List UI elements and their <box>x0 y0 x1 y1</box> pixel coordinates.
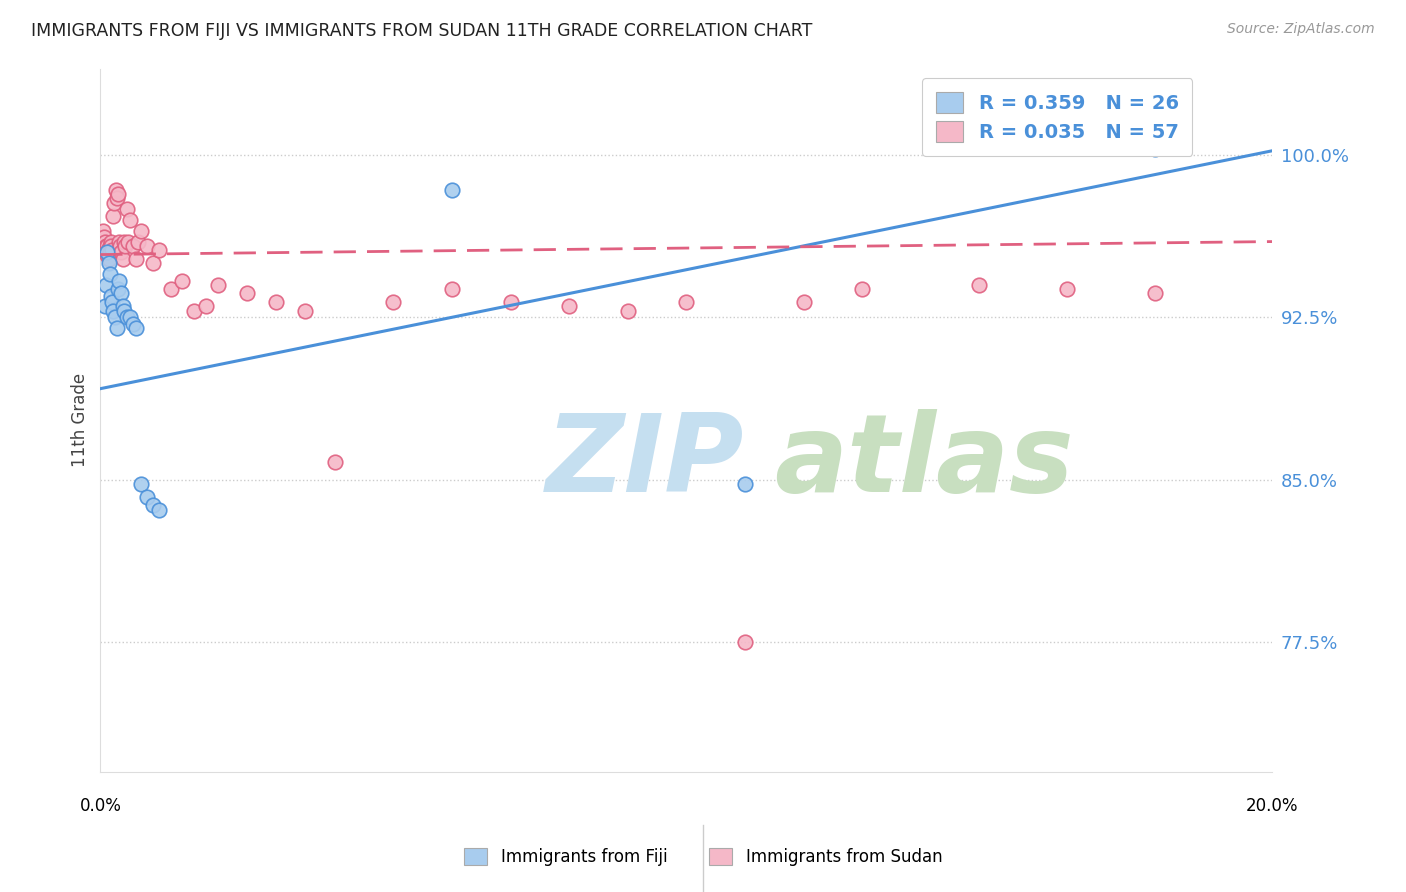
Point <box>108 235 131 249</box>
Point <box>118 310 141 325</box>
Point <box>94 239 117 253</box>
Point <box>207 277 229 292</box>
Point <box>103 195 125 210</box>
Point <box>323 455 346 469</box>
Point <box>115 310 138 325</box>
Point <box>142 499 165 513</box>
Point <box>1056 282 1078 296</box>
Point <box>107 282 129 296</box>
Point <box>131 224 153 238</box>
Legend: Immigrants from Fiji, Immigrants from Sudan: Immigrants from Fiji, Immigrants from Su… <box>457 841 949 873</box>
Point <box>91 224 114 238</box>
Point <box>105 321 128 335</box>
Point <box>110 239 132 253</box>
Point <box>96 247 118 261</box>
Point <box>117 235 139 249</box>
Point <box>111 300 134 314</box>
Point <box>793 295 815 310</box>
Text: Source: ZipAtlas.com: Source: ZipAtlas.com <box>1227 22 1375 37</box>
Point <box>98 252 121 266</box>
Y-axis label: 11th Grade: 11th Grade <box>72 373 89 467</box>
Point <box>110 245 132 260</box>
Point <box>734 634 756 648</box>
Point <box>115 202 138 216</box>
Point <box>127 235 149 249</box>
Point <box>172 273 194 287</box>
Point <box>96 244 118 258</box>
Point <box>148 503 170 517</box>
Point <box>124 321 146 335</box>
Point <box>103 209 125 223</box>
Point <box>1144 286 1167 301</box>
Point <box>112 303 135 318</box>
Text: atlas: atlas <box>775 409 1074 516</box>
Point <box>93 230 115 244</box>
Point <box>382 295 405 310</box>
Point <box>100 235 122 249</box>
Text: ZIP: ZIP <box>546 409 744 516</box>
Point <box>236 286 259 301</box>
Point <box>98 244 121 258</box>
Point <box>617 303 640 318</box>
Point <box>94 300 117 314</box>
Point <box>1144 142 1167 156</box>
Point <box>96 245 118 260</box>
Point <box>114 239 136 253</box>
Point <box>558 300 581 314</box>
Point <box>121 317 143 331</box>
Point <box>108 273 131 287</box>
Point <box>124 252 146 266</box>
Point <box>96 239 118 253</box>
Text: 20.0%: 20.0% <box>1246 797 1299 814</box>
Point <box>110 286 132 301</box>
Point <box>734 476 756 491</box>
Point <box>105 191 128 205</box>
Point <box>118 213 141 227</box>
Point <box>111 252 134 266</box>
Point <box>142 256 165 270</box>
Point <box>440 282 463 296</box>
Point <box>97 244 120 258</box>
Point <box>136 239 159 253</box>
Point <box>148 244 170 258</box>
Point <box>294 303 316 318</box>
Point <box>675 295 697 310</box>
Point <box>499 295 522 310</box>
Point <box>98 239 121 253</box>
Point <box>159 282 181 296</box>
Point <box>121 239 143 253</box>
Point <box>969 277 991 292</box>
Point <box>107 186 129 201</box>
Point <box>97 247 120 261</box>
Point <box>98 267 121 281</box>
Point <box>104 310 127 325</box>
Point <box>97 256 120 270</box>
Point <box>101 295 124 310</box>
Point <box>851 282 873 296</box>
Point <box>103 303 125 318</box>
Point <box>264 295 287 310</box>
Point <box>194 300 217 314</box>
Point <box>440 183 463 197</box>
Point <box>131 476 153 491</box>
Legend: R = 0.359   N = 26, R = 0.035   N = 57: R = 0.359 N = 26, R = 0.035 N = 57 <box>922 78 1192 155</box>
Point <box>112 235 135 249</box>
Point <box>136 490 159 504</box>
Point <box>94 235 117 249</box>
Point <box>183 303 205 318</box>
Text: 0.0%: 0.0% <box>79 797 121 814</box>
Point <box>100 239 122 253</box>
Point <box>104 183 127 197</box>
Text: IMMIGRANTS FROM FIJI VS IMMIGRANTS FROM SUDAN 11TH GRADE CORRELATION CHART: IMMIGRANTS FROM FIJI VS IMMIGRANTS FROM … <box>31 22 813 40</box>
Point <box>101 244 124 258</box>
Point <box>96 277 118 292</box>
Point <box>100 288 122 302</box>
